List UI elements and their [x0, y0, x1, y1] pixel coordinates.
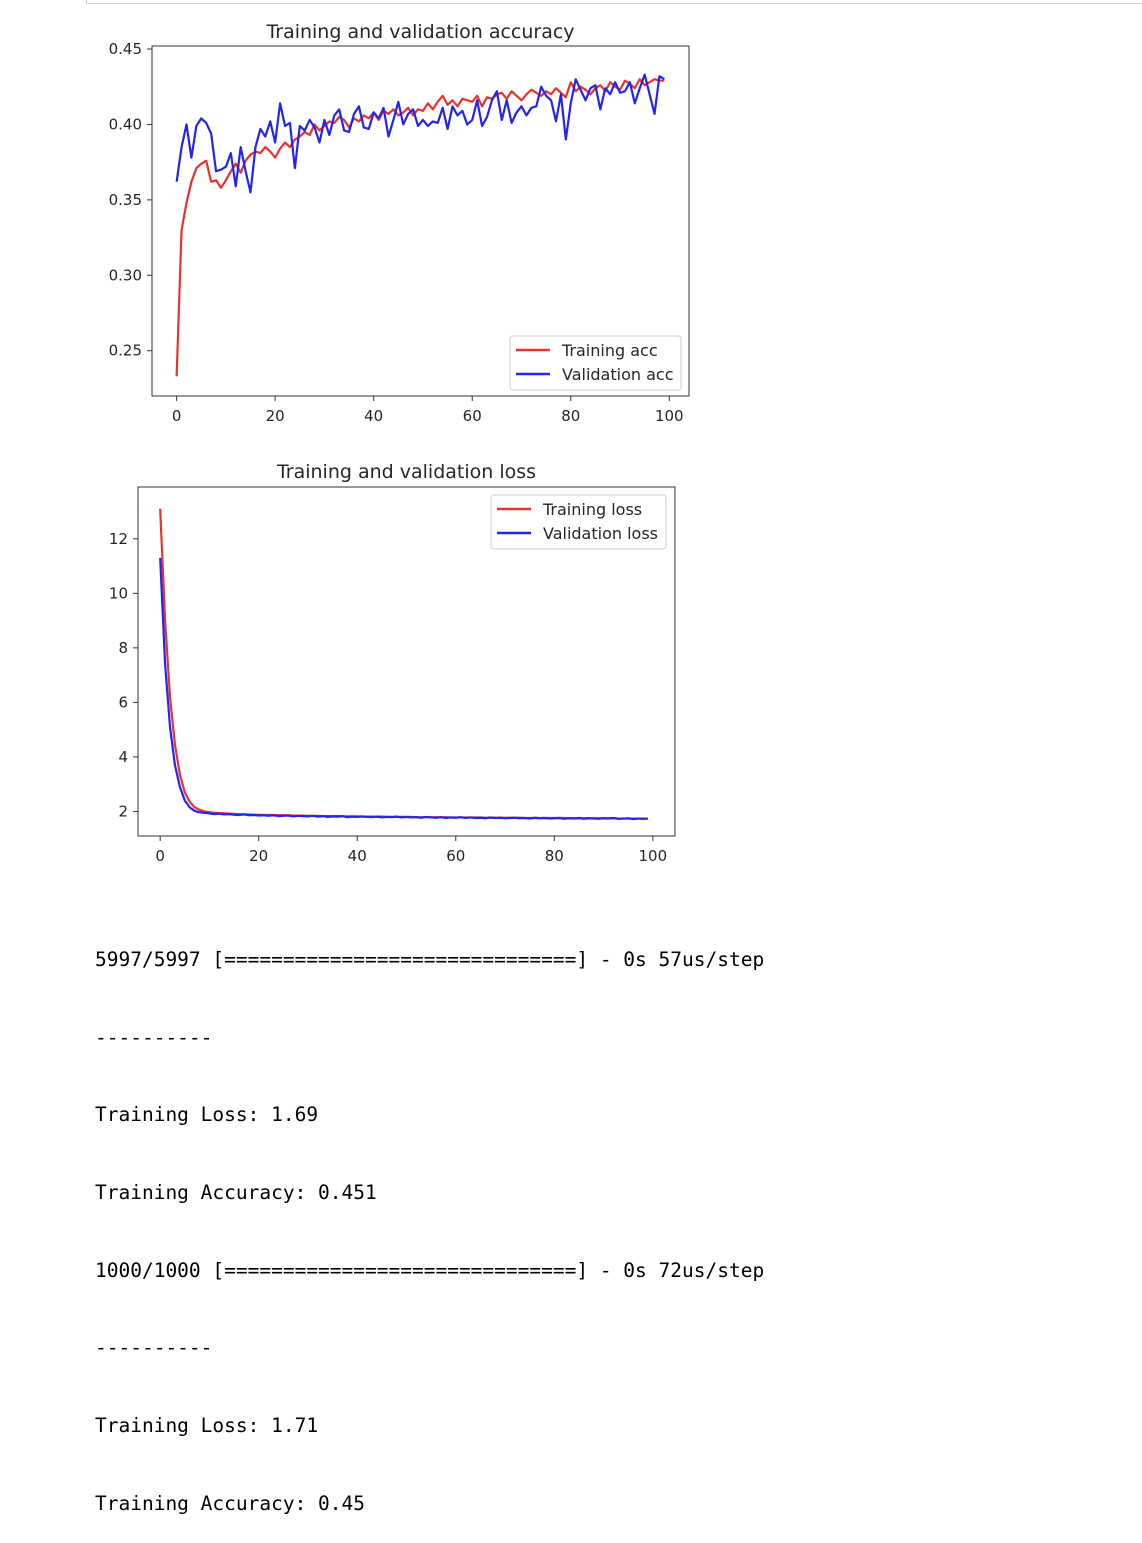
cell-border	[86, 0, 1142, 4]
y-tick-label: 8	[118, 639, 128, 657]
x-tick-label: 0	[155, 847, 165, 865]
x-tick-label: 60	[446, 847, 465, 865]
x-tick-label: 20	[266, 407, 285, 425]
accuracy-chart: Training and validation accuracy 0 20 40 60 8…	[109, 21, 690, 425]
output-line-separator-1: ----------	[95, 1025, 213, 1049]
y-tick-label: 0.40	[109, 115, 142, 133]
x-tick-label: 80	[545, 847, 564, 865]
series-line-training-loss	[159, 508, 648, 820]
x-tick-label: 80	[561, 407, 580, 425]
x-tick-label: 40	[364, 407, 383, 425]
series-line-training-acc	[175, 78, 665, 377]
x-tick-label: 40	[348, 847, 367, 865]
legend-label: Validation loss	[543, 524, 658, 543]
plot-frame	[137, 486, 676, 837]
output-line-accuracy-1: Training Accuracy: 0.451	[95, 1180, 377, 1204]
plot-frame	[151, 45, 690, 397]
y-tick-label: 0.35	[109, 191, 142, 209]
legend-label: Training acc	[561, 341, 658, 360]
legend-label: Validation acc	[562, 365, 674, 384]
x-tick-label: 20	[249, 847, 268, 865]
cell-output: 5997/5997 [=============================…	[95, 895, 764, 1543]
loss-chart: Training and validation loss 0 20 40 60 80 100…	[109, 461, 676, 865]
y-tick-label: 0.45	[109, 40, 142, 58]
y-tick-label: 12	[109, 530, 128, 548]
chart-title: Training and validation loss	[276, 461, 536, 483]
y-tick-label: 0.30	[109, 266, 142, 284]
legend-box	[490, 494, 667, 550]
x-tick-label: 60	[463, 407, 482, 425]
series-line-validation-acc	[175, 73, 665, 194]
legend-box	[509, 335, 682, 391]
output-line-accuracy-2: Training Accuracy: 0.45	[95, 1491, 366, 1515]
y-tick-label: 0.25	[109, 342, 142, 360]
output-line-separator-2: ----------	[95, 1336, 213, 1360]
x-tick-label: 100	[655, 407, 684, 425]
legend-label: Training loss	[542, 500, 642, 519]
x-tick-label: 0	[172, 407, 182, 425]
y-tick-label: 10	[109, 584, 128, 602]
y-tick-label: 2	[118, 802, 128, 820]
y-tick-label: 4	[118, 748, 128, 766]
y-tick-label: 6	[118, 693, 128, 711]
output-line-progress-1: 5997/5997 [=============================…	[95, 947, 765, 971]
output-line-loss-2: Training Loss: 1.71	[95, 1414, 319, 1438]
output-line-progress-2: 1000/1000 [=============================…	[95, 1258, 765, 1282]
chart-title: Training and validation accuracy	[265, 21, 574, 43]
series-line-validation-loss	[159, 557, 648, 821]
output-line-loss-1: Training Loss: 1.69	[95, 1103, 319, 1127]
x-tick-label: 100	[639, 847, 668, 865]
